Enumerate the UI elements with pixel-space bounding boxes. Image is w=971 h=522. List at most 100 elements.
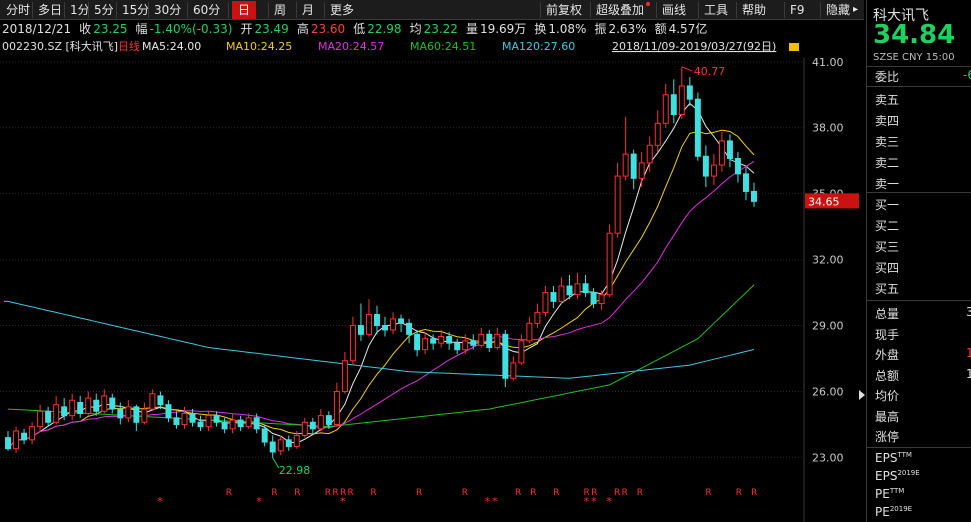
toolbar-item-3[interactable]: 工具 bbox=[704, 3, 729, 17]
candle[interactable] bbox=[205, 411, 212, 432]
candle[interactable] bbox=[550, 285, 557, 308]
triangle-right-icon[interactable] bbox=[859, 390, 865, 400]
candle[interactable] bbox=[654, 110, 661, 152]
candle[interactable] bbox=[734, 151, 741, 183]
candle[interactable] bbox=[614, 162, 621, 238]
candle[interactable] bbox=[165, 400, 172, 423]
period-tab-2[interactable]: 1分 bbox=[70, 3, 90, 17]
period-tab-9[interactable]: 月 bbox=[302, 3, 315, 17]
candle[interactable] bbox=[430, 334, 437, 350]
candle[interactable] bbox=[646, 136, 653, 172]
candle[interactable] bbox=[213, 411, 220, 427]
candle[interactable] bbox=[622, 116, 629, 181]
candle[interactable] bbox=[582, 274, 589, 297]
candle[interactable] bbox=[606, 224, 613, 297]
chevron-right-icon[interactable]: ▸ bbox=[853, 4, 859, 15]
candle[interactable] bbox=[109, 393, 116, 414]
candle[interactable] bbox=[37, 404, 44, 432]
candlestick-chart[interactable]: 002230.SZ [科大讯飞] 日线 MA5:24.00 MA10:24.25 MA2… bbox=[0, 20, 864, 522]
candle[interactable] bbox=[21, 428, 28, 445]
candle[interactable] bbox=[558, 277, 565, 304]
period-tab-7[interactable]: 日 bbox=[232, 1, 256, 19]
period-tab-6[interactable]: 60分 bbox=[193, 3, 221, 17]
candle[interactable] bbox=[438, 329, 445, 348]
candle[interactable] bbox=[101, 389, 108, 414]
period-tab-5[interactable]: 30分 bbox=[154, 3, 182, 17]
candle[interactable] bbox=[422, 332, 429, 355]
candle[interactable] bbox=[510, 356, 517, 381]
candle[interactable] bbox=[61, 398, 68, 421]
candle[interactable] bbox=[29, 422, 36, 445]
candle[interactable] bbox=[390, 312, 397, 335]
toolbar-item-4[interactable]: 帮助 bbox=[742, 3, 767, 17]
candle[interactable] bbox=[590, 288, 597, 308]
candle[interactable] bbox=[462, 334, 469, 355]
candle[interactable] bbox=[277, 435, 284, 456]
candle[interactable] bbox=[694, 92, 701, 161]
period-tab-8[interactable]: 周 bbox=[274, 3, 287, 17]
candle[interactable] bbox=[710, 154, 717, 185]
candle[interactable] bbox=[662, 83, 669, 128]
candle[interactable] bbox=[189, 409, 196, 427]
candle[interactable] bbox=[518, 334, 525, 366]
period-tab-0[interactable]: 分时 bbox=[6, 3, 31, 17]
candle[interactable] bbox=[253, 413, 260, 434]
candle[interactable] bbox=[85, 391, 92, 416]
candle[interactable] bbox=[406, 318, 413, 344]
candle[interactable] bbox=[542, 285, 549, 317]
candle[interactable] bbox=[670, 79, 677, 124]
candle[interactable] bbox=[382, 316, 388, 337]
candle[interactable] bbox=[133, 404, 140, 432]
candle[interactable] bbox=[526, 316, 533, 344]
candle[interactable] bbox=[742, 167, 749, 201]
candle[interactable] bbox=[638, 151, 645, 188]
candle[interactable] bbox=[702, 145, 709, 188]
candle[interactable] bbox=[534, 303, 541, 328]
candle[interactable] bbox=[45, 406, 52, 427]
candle[interactable] bbox=[718, 132, 725, 172]
toolbar-item-2[interactable]: 画线 bbox=[662, 3, 687, 17]
candle[interactable] bbox=[261, 424, 268, 447]
candle[interactable] bbox=[317, 409, 324, 432]
candle[interactable] bbox=[269, 435, 276, 458]
candle[interactable] bbox=[374, 305, 380, 335]
lock-icon[interactable] bbox=[789, 43, 799, 51]
candle[interactable] bbox=[69, 393, 76, 421]
candle[interactable] bbox=[478, 327, 485, 348]
candle[interactable] bbox=[77, 395, 84, 418]
toolbar-item-5[interactable]: F9 bbox=[790, 3, 805, 17]
candle[interactable] bbox=[229, 413, 236, 434]
candle[interactable] bbox=[141, 402, 148, 425]
candle[interactable] bbox=[349, 316, 356, 366]
candle[interactable] bbox=[494, 327, 501, 350]
candle[interactable] bbox=[125, 400, 132, 423]
candle[interactable] bbox=[365, 299, 372, 337]
toolbar-item-1[interactable]: 超级叠加 bbox=[596, 3, 645, 17]
candle[interactable] bbox=[630, 149, 637, 190]
candle[interactable] bbox=[173, 411, 180, 429]
candle[interactable] bbox=[398, 314, 405, 333]
candle[interactable] bbox=[285, 435, 292, 451]
candle[interactable] bbox=[309, 417, 316, 434]
candle[interactable] bbox=[470, 334, 477, 350]
candle[interactable] bbox=[237, 415, 244, 432]
candle[interactable] bbox=[678, 66, 685, 119]
candle[interactable] bbox=[598, 290, 605, 311]
candle[interactable] bbox=[93, 393, 100, 416]
candle[interactable] bbox=[181, 406, 188, 429]
candle[interactable] bbox=[13, 426, 20, 454]
period-tab-3[interactable]: 5分 bbox=[94, 3, 114, 17]
period-tab-1[interactable]: 多日 bbox=[38, 3, 63, 17]
candle[interactable] bbox=[157, 391, 164, 410]
candle[interactable] bbox=[117, 402, 124, 425]
candle[interactable] bbox=[245, 413, 252, 429]
candle[interactable] bbox=[574, 272, 581, 300]
candle[interactable] bbox=[686, 77, 693, 106]
toolbar-item-6[interactable]: 隐藏 bbox=[826, 3, 851, 17]
candle[interactable] bbox=[486, 329, 493, 352]
candle[interactable] bbox=[333, 382, 340, 427]
candle[interactable] bbox=[502, 329, 509, 388]
candle[interactable] bbox=[221, 417, 228, 434]
candle[interactable] bbox=[357, 303, 364, 341]
candle[interactable] bbox=[5, 431, 11, 451]
